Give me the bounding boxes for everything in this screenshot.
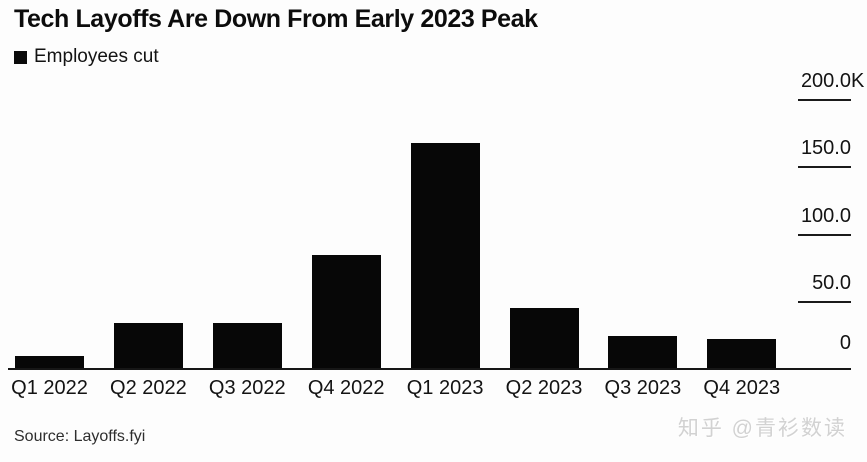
source-text: Source: Layoffs.fyi <box>14 428 146 445</box>
bar-q2-2022 <box>113 322 183 369</box>
y-axis-label-50-0: 50.0 <box>812 272 851 295</box>
bar-q1-2023 <box>410 143 480 369</box>
bar-q3-2022 <box>212 322 282 369</box>
x-axis-label-q2-2023: Q2 2023 <box>505 377 583 399</box>
y-axis-label-200-0k: 200.0 K <box>800 70 865 92</box>
x-axis-label-q1-2022: Q1 2022 <box>11 377 88 399</box>
x-axis-label-q3-2022: Q3 2022 <box>208 377 286 399</box>
y-axis-label-100-0: 100.0 <box>800 204 851 227</box>
bar-q4-2023 <box>707 338 777 369</box>
bar-q4-2022 <box>311 255 381 369</box>
x-axis-line <box>8 368 851 370</box>
x-axis-label-q3-2023: Q3 2023 <box>604 377 682 399</box>
y-axis-label-0: 0 <box>839 331 851 354</box>
legend-label: Employees cut <box>34 46 159 67</box>
bar-q2-2023 <box>509 307 579 369</box>
bar-q3-2023 <box>608 336 678 369</box>
y-axis-tick-line-150-0 <box>798 166 851 169</box>
watermark-text: 知乎 @青衫数读 <box>677 417 847 440</box>
y-axis-tick-line-100-0 <box>798 233 851 236</box>
x-axis-label-q4-2022: Q4 2022 <box>307 377 385 399</box>
x-axis-label-q2-2022: Q2 2022 <box>110 377 187 399</box>
x-axis-label-q4-2023: Q4 2023 <box>703 377 781 399</box>
legend: Employees cut <box>14 46 159 68</box>
bar-q1-2022 <box>15 356 84 369</box>
y-axis-tick-line-200-0k <box>798 99 851 101</box>
x-axis-label-q1-2023: Q1 2023 <box>406 377 484 399</box>
y-axis-tick-line-50-0 <box>798 301 851 304</box>
y-axis-unit-suffix: K <box>851 70 865 92</box>
y-axis-label-150-0: 150.0 <box>800 137 851 160</box>
chart-title: Tech Layoffs Are Down From Early 2023 Pe… <box>14 5 538 33</box>
legend-swatch-icon <box>14 50 27 64</box>
